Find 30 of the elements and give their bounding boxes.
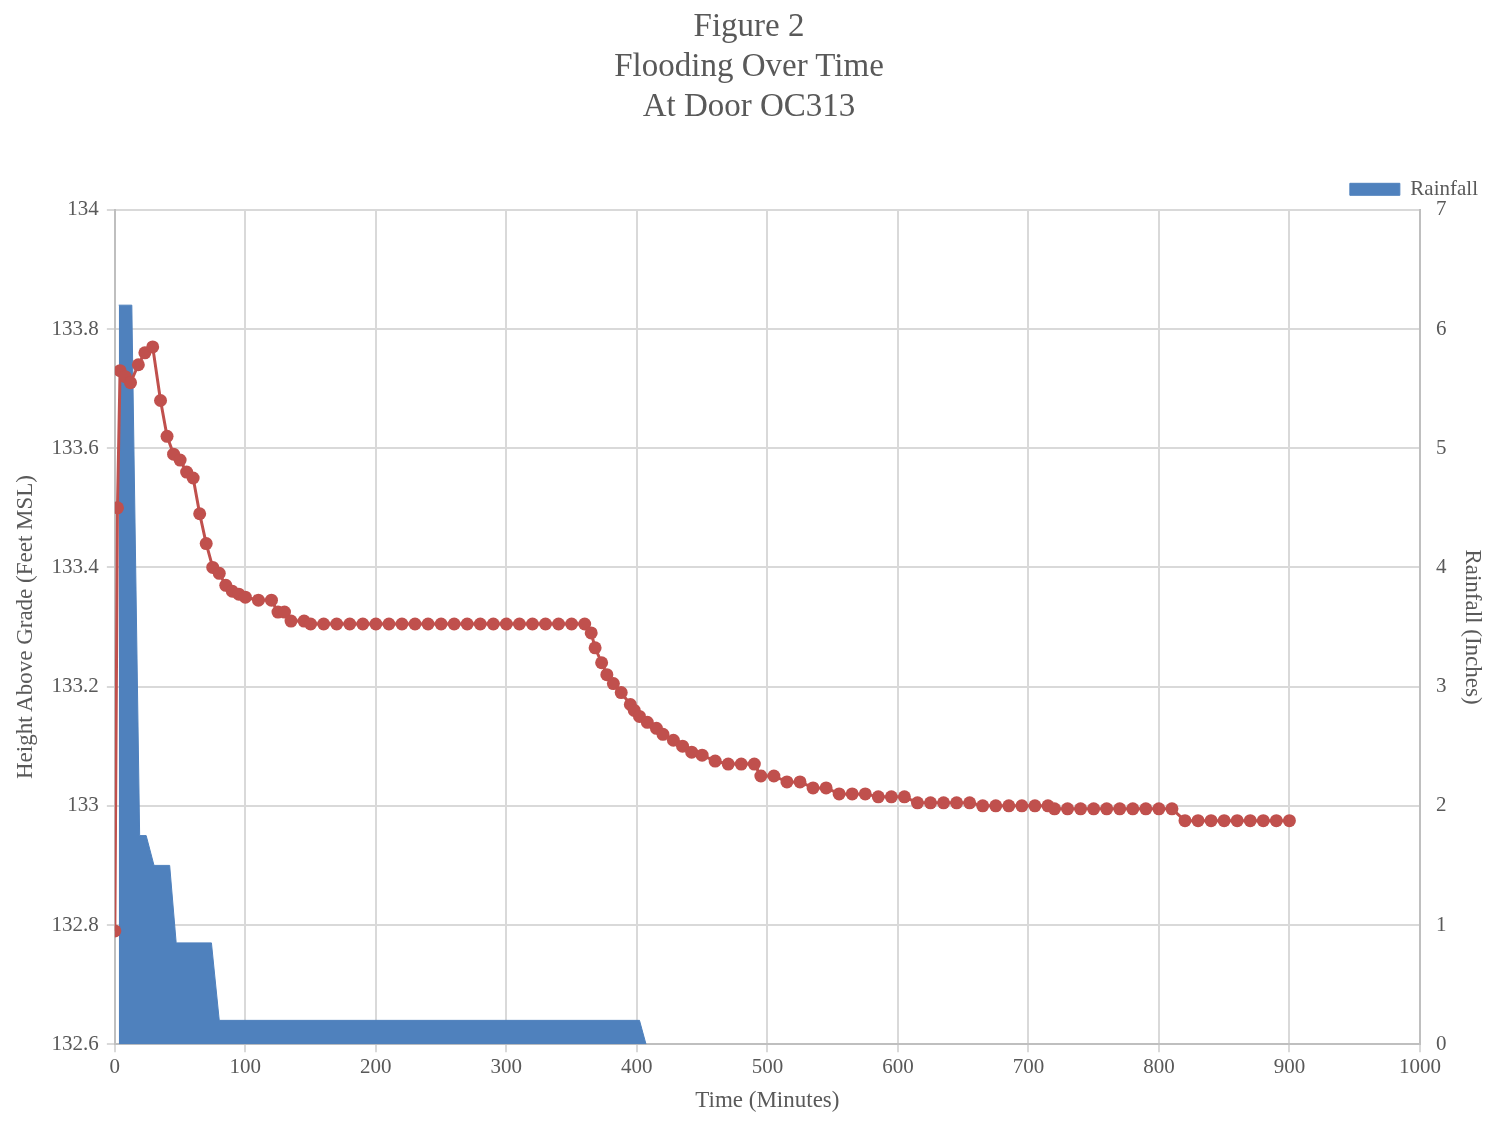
y2-tick-label: 0 bbox=[1435, 1030, 1447, 1055]
y2-tick-label: 2 bbox=[1435, 792, 1447, 817]
y-tick-label: 133 bbox=[67, 792, 99, 817]
x-tick-label: 900 bbox=[1273, 1054, 1306, 1079]
x-tick-label: 1000 bbox=[1398, 1054, 1441, 1079]
y-tick-label: 133.2 bbox=[51, 673, 99, 698]
y-tick-label: 132.8 bbox=[51, 911, 99, 936]
y-axis-title: Height Above Grade (Feet MSL) bbox=[11, 474, 37, 780]
y-tick-label: 133.4 bbox=[51, 553, 100, 578]
y2-tick-label: 6 bbox=[1435, 315, 1447, 340]
y2-tick-label: 1 bbox=[1435, 911, 1447, 936]
y-tick-label: 133.6 bbox=[51, 434, 99, 459]
x-tick-label: 300 bbox=[490, 1054, 523, 1079]
x-tick-label: 500 bbox=[751, 1054, 784, 1079]
x-tick-label: 200 bbox=[360, 1054, 392, 1079]
y2-tick-label: 3 bbox=[1435, 673, 1447, 698]
y-tick-label: 133.8 bbox=[51, 315, 99, 340]
x-tick-label: 700 bbox=[1012, 1054, 1045, 1079]
x-axis-title: Time (Minutes) bbox=[695, 1087, 840, 1113]
x-tick-label: 0 bbox=[109, 1054, 121, 1079]
x-tick-label: 800 bbox=[1143, 1054, 1175, 1079]
y-tick-label: 132.6 bbox=[51, 1030, 99, 1055]
x-tick-label: 100 bbox=[229, 1054, 262, 1079]
x-tick-label: 600 bbox=[882, 1054, 914, 1079]
y2-axis-title: Rainfall (Inches) bbox=[1461, 549, 1487, 705]
y2-tick-label: 5 bbox=[1435, 434, 1447, 459]
chart-title: Figure 2 Flooding Over Time At Door OC313 bbox=[614, 7, 884, 123]
x-tick-label: 400 bbox=[621, 1054, 653, 1079]
y-tick-label: 134 bbox=[67, 196, 100, 221]
y2-tick-label: 4 bbox=[1435, 553, 1447, 578]
